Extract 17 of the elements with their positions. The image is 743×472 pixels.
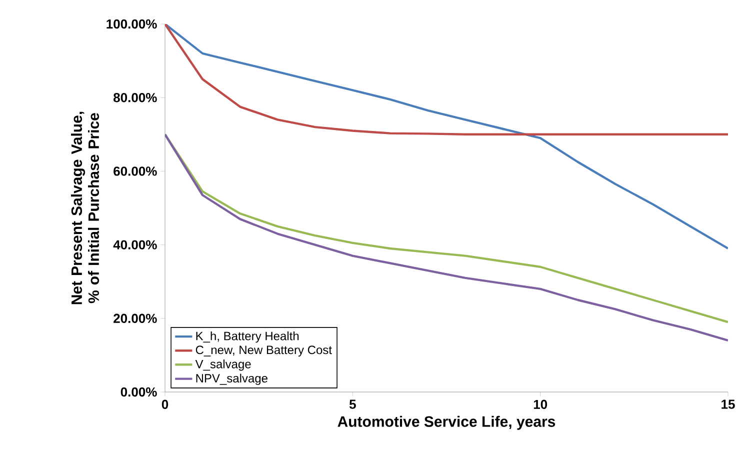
- x-axis-title: Automotive Service Life, years: [338, 416, 556, 430]
- legend-label: C_new, New Battery Cost: [196, 346, 332, 357]
- line-series: [165, 24, 728, 250]
- legend-label: NPV_salvage: [196, 374, 268, 385]
- x-tick-label: 5: [349, 400, 356, 409]
- y-tick-label: 40.00%: [113, 240, 157, 250]
- y-tick-label: 60.00%: [114, 166, 157, 176]
- y-tick-label: 80.00%: [114, 92, 157, 102]
- x-tick-label: 10: [534, 400, 548, 410]
- y-tick-label: 100.00%: [106, 19, 157, 29]
- legend-label: V_salvage: [195, 360, 251, 371]
- x-tick-label: 0: [162, 400, 168, 410]
- legend-label: K_h, Battery Health: [196, 331, 299, 343]
- y-axis-title: Net Present Salvage Value, % of Initial Purchase Price: [71, 112, 100, 304]
- y-tick-label: 20.00%: [114, 314, 157, 323]
- x-tick-label: 15: [722, 400, 735, 409]
- y-tick-label: 0.00%: [120, 387, 157, 397]
